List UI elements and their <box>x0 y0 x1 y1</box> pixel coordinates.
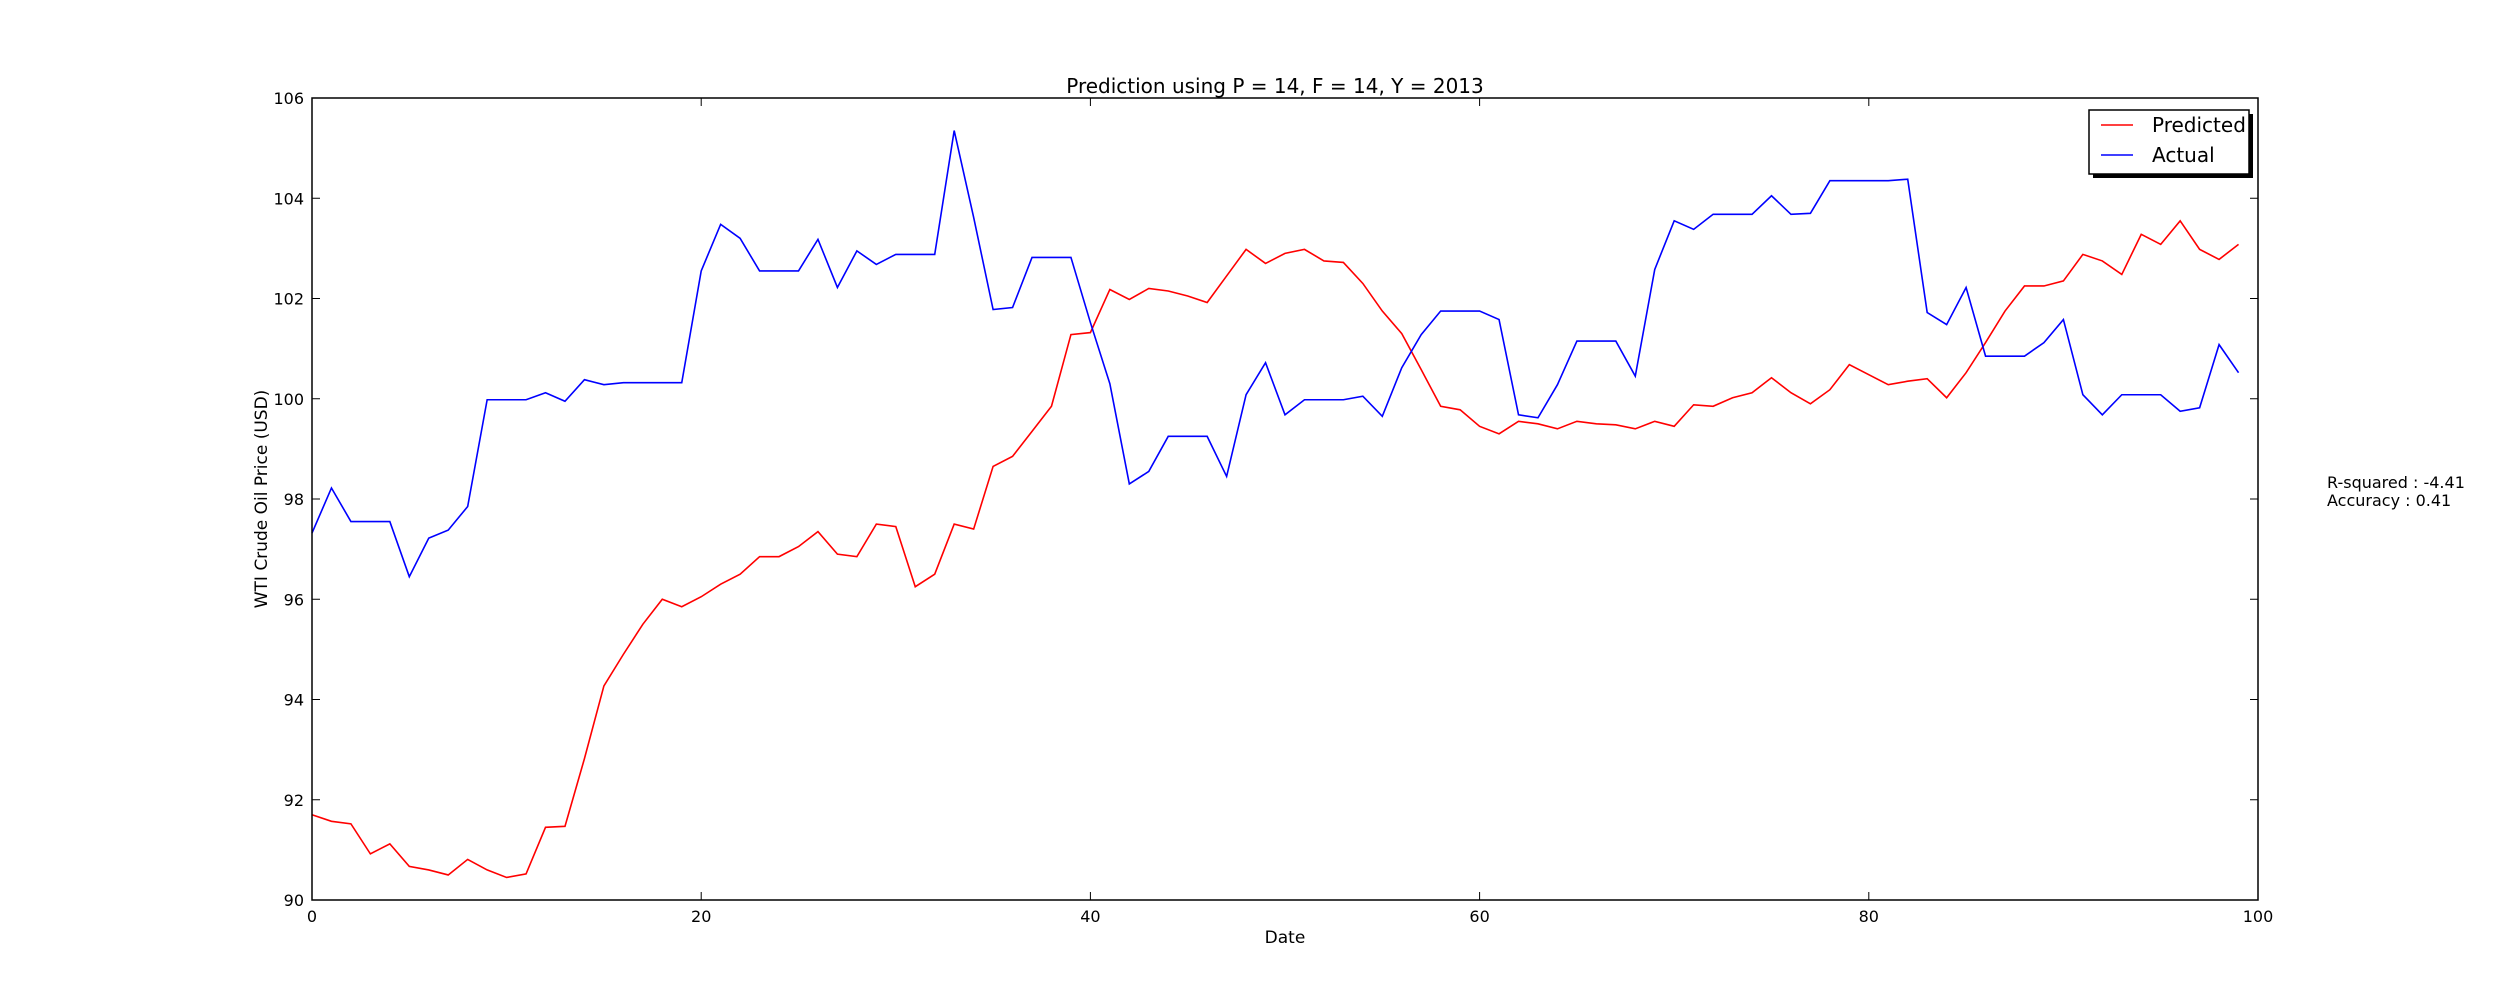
y-tick-label: 92 <box>284 791 304 810</box>
y-tick-label: 100 <box>273 390 304 409</box>
y-tick-label: 94 <box>284 691 304 710</box>
x-tick-label: 0 <box>307 907 317 926</box>
plot-frame <box>311 97 2259 901</box>
y-tick-label: 104 <box>273 189 304 208</box>
y-tick-label: 96 <box>284 590 304 609</box>
legend-box <box>2088 109 2250 175</box>
y-tick-label: 106 <box>273 89 304 108</box>
x-tick-label: 60 <box>1469 907 1489 926</box>
legend-label-predicted: Predicted <box>2152 113 2246 137</box>
tick-layer: 0 20 40 60 80 100 90 92 94 96 98 100 102 104 106 <box>273 89 2273 926</box>
x-tick-label: 80 <box>1859 907 1879 926</box>
legend: Predicted Actual <box>2088 109 2253 178</box>
x-tick-label: 40 <box>1080 907 1100 926</box>
series-line-actual <box>311 130 2240 579</box>
series-line-predicted <box>311 219 2240 879</box>
x-tick-label: 100 <box>2243 907 2274 926</box>
r-squared-text: R-squared : -4.41 <box>2327 473 2465 492</box>
series-layer <box>311 130 2240 879</box>
y-tick-label: 98 <box>284 490 304 509</box>
accuracy-text: Accuracy : 0.41 <box>2327 491 2452 510</box>
chart-title: Prediction using P = 14, F = 14, Y = 201… <box>1066 74 1484 98</box>
y-axis-label: WTI Crude Oil Price (USD) <box>252 390 272 609</box>
y-tick-label: 90 <box>284 891 304 910</box>
x-axis-label: Date <box>1265 928 1306 948</box>
x-tick-label: 20 <box>691 907 711 926</box>
model-stats: R-squared : -4.41 Accuracy : 0.41 <box>2327 474 2465 510</box>
y-tick-label: 102 <box>273 290 304 309</box>
legend-label-actual: Actual <box>2152 143 2215 167</box>
